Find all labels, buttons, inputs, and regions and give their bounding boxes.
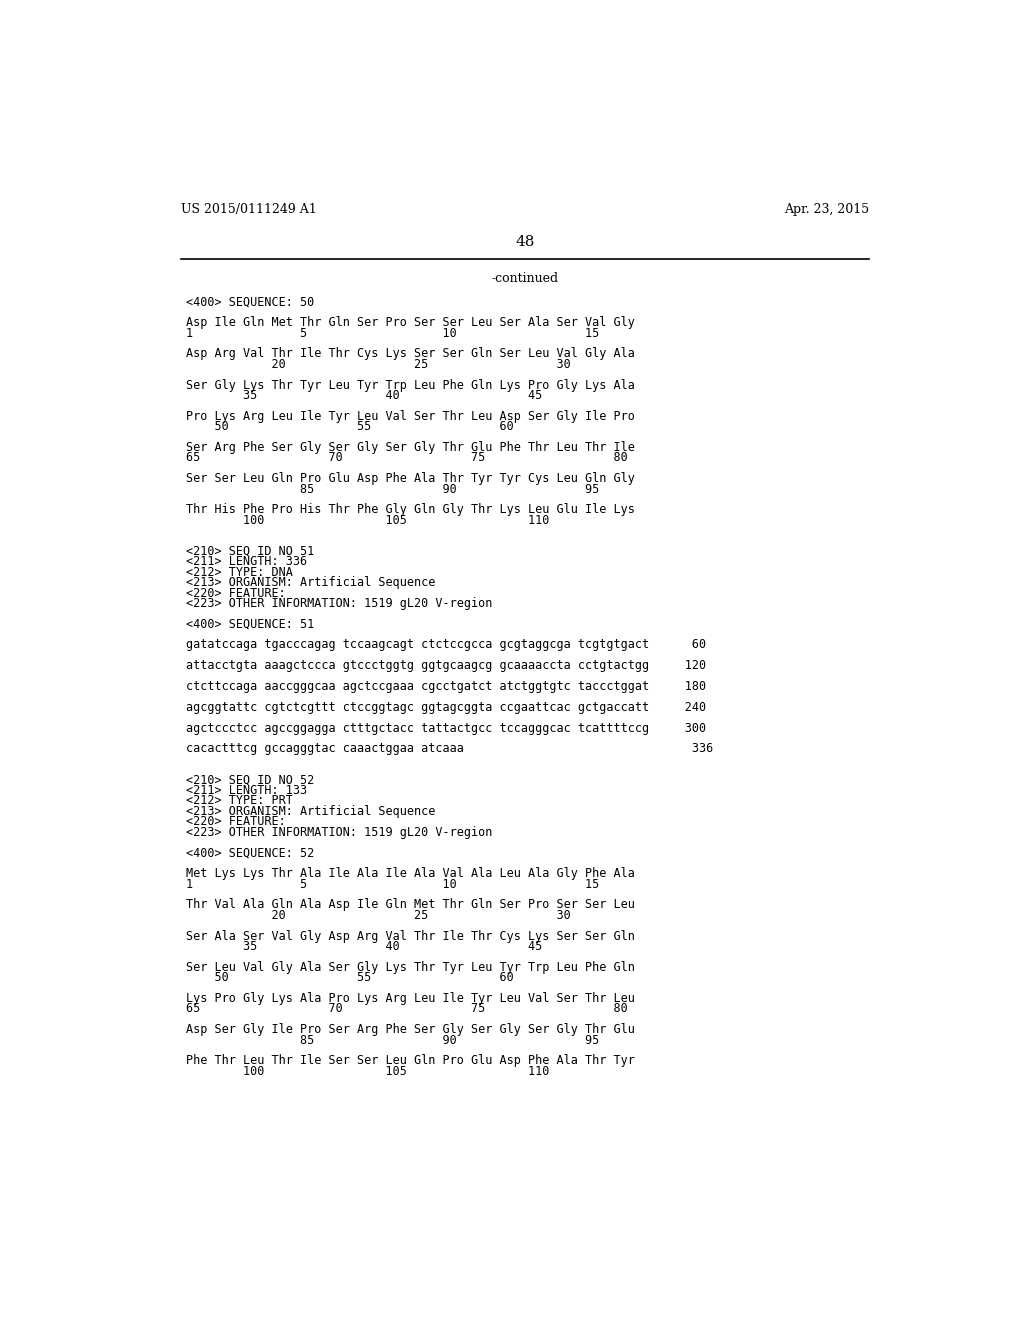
Text: <400> SEQUENCE: 50: <400> SEQUENCE: 50 <box>186 296 314 309</box>
Text: <220> FEATURE:: <220> FEATURE: <box>186 816 286 828</box>
Text: <212> TYPE: PRT: <212> TYPE: PRT <box>186 795 293 808</box>
Text: <223> OTHER INFORMATION: 1519 gL20 V-region: <223> OTHER INFORMATION: 1519 gL20 V-reg… <box>186 597 493 610</box>
Text: 50                  55                  60: 50 55 60 <box>186 972 514 985</box>
Text: Ser Leu Val Gly Ala Ser Gly Lys Thr Tyr Leu Tyr Trp Leu Phe Gln: Ser Leu Val Gly Ala Ser Gly Lys Thr Tyr … <box>186 961 635 974</box>
Text: <212> TYPE: DNA: <212> TYPE: DNA <box>186 566 293 578</box>
Text: Met Lys Lys Thr Ala Ile Ala Ile Ala Val Ala Leu Ala Gly Phe Ala: Met Lys Lys Thr Ala Ile Ala Ile Ala Val … <box>186 867 635 880</box>
Text: <211> LENGTH: 133: <211> LENGTH: 133 <box>186 784 307 797</box>
Text: Lys Pro Gly Lys Ala Pro Lys Arg Leu Ile Tyr Leu Val Ser Thr Leu: Lys Pro Gly Lys Ala Pro Lys Arg Leu Ile … <box>186 991 635 1005</box>
Text: Ser Arg Phe Ser Gly Ser Gly Ser Gly Thr Glu Phe Thr Leu Thr Ile: Ser Arg Phe Ser Gly Ser Gly Ser Gly Thr … <box>186 441 635 454</box>
Text: Ser Ala Ser Val Gly Asp Arg Val Thr Ile Thr Cys Lys Ser Ser Gln: Ser Ala Ser Val Gly Asp Arg Val Thr Ile … <box>186 929 635 942</box>
Text: Pro Lys Arg Leu Ile Tyr Leu Val Ser Thr Leu Asp Ser Gly Ile Pro: Pro Lys Arg Leu Ile Tyr Leu Val Ser Thr … <box>186 409 635 422</box>
Text: 1               5                   10                  15: 1 5 10 15 <box>186 326 599 339</box>
Text: Asp Ile Gln Met Thr Gln Ser Pro Ser Ser Leu Ser Ala Ser Val Gly: Asp Ile Gln Met Thr Gln Ser Pro Ser Ser … <box>186 317 635 329</box>
Text: 35                  40                  45: 35 40 45 <box>186 940 543 953</box>
Text: 48: 48 <box>515 235 535 249</box>
Text: cacactttcg gccagggtac caaactggaa atcaaa                                336: cacactttcg gccagggtac caaactggaa atcaaa … <box>186 742 714 755</box>
Text: Asp Arg Val Thr Ile Thr Cys Lys Ser Ser Gln Ser Leu Val Gly Ala: Asp Arg Val Thr Ile Thr Cys Lys Ser Ser … <box>186 347 635 360</box>
Text: 65                  70                  75                  80: 65 70 75 80 <box>186 1002 628 1015</box>
Text: <210> SEQ ID NO 52: <210> SEQ ID NO 52 <box>186 774 314 787</box>
Text: 100                 105                 110: 100 105 110 <box>186 513 550 527</box>
Text: 100                 105                 110: 100 105 110 <box>186 1065 550 1077</box>
Text: <220> FEATURE:: <220> FEATURE: <box>186 586 286 599</box>
Text: 1               5                   10                  15: 1 5 10 15 <box>186 878 599 891</box>
Text: 85                  90                  95: 85 90 95 <box>186 483 599 495</box>
Text: ctcttccaga aaccgggcaa agctccgaaa cgcctgatct atctggtgtc taccctggat     180: ctcttccaga aaccgggcaa agctccgaaa cgcctga… <box>186 680 707 693</box>
Text: 50                  55                  60: 50 55 60 <box>186 420 514 433</box>
Text: Apr. 23, 2015: Apr. 23, 2015 <box>783 203 869 216</box>
Text: Phe Thr Leu Thr Ile Ser Ser Leu Gln Pro Glu Asp Phe Ala Thr Tyr: Phe Thr Leu Thr Ile Ser Ser Leu Gln Pro … <box>186 1055 635 1068</box>
Text: Ser Ser Leu Gln Pro Glu Asp Phe Ala Thr Tyr Tyr Cys Leu Gln Gly: Ser Ser Leu Gln Pro Glu Asp Phe Ala Thr … <box>186 473 635 486</box>
Text: agcggtattc cgtctcgttt ctccggtagc ggtagcggta ccgaattcac gctgaccatt     240: agcggtattc cgtctcgttt ctccggtagc ggtagcg… <box>186 701 707 714</box>
Text: <211> LENGTH: 336: <211> LENGTH: 336 <box>186 556 307 569</box>
Text: -continued: -continued <box>492 272 558 285</box>
Text: agctccctcc agccggagga ctttgctacc tattactgcc tccagggcac tcattttccg     300: agctccctcc agccggagga ctttgctacc tattact… <box>186 722 707 735</box>
Text: attacctgta aaagctccca gtccctggtg ggtgcaagcg gcaaaaccta cctgtactgg     120: attacctgta aaagctccca gtccctggtg ggtgcaa… <box>186 659 707 672</box>
Text: 20                  25                  30: 20 25 30 <box>186 908 570 921</box>
Text: <400> SEQUENCE: 51: <400> SEQUENCE: 51 <box>186 618 314 631</box>
Text: 20                  25                  30: 20 25 30 <box>186 358 570 371</box>
Text: <223> OTHER INFORMATION: 1519 gL20 V-region: <223> OTHER INFORMATION: 1519 gL20 V-reg… <box>186 825 493 838</box>
Text: 85                  90                  95: 85 90 95 <box>186 1034 599 1047</box>
Text: Thr Val Ala Gln Ala Asp Ile Gln Met Thr Gln Ser Pro Ser Ser Leu: Thr Val Ala Gln Ala Asp Ile Gln Met Thr … <box>186 899 635 911</box>
Text: Asp Ser Gly Ile Pro Ser Arg Phe Ser Gly Ser Gly Ser Gly Thr Glu: Asp Ser Gly Ile Pro Ser Arg Phe Ser Gly … <box>186 1023 635 1036</box>
Text: US 2015/0111249 A1: US 2015/0111249 A1 <box>180 203 316 216</box>
Text: 65                  70                  75                  80: 65 70 75 80 <box>186 451 628 465</box>
Text: 35                  40                  45: 35 40 45 <box>186 389 543 403</box>
Text: <400> SEQUENCE: 52: <400> SEQUENCE: 52 <box>186 846 314 859</box>
Text: Ser Gly Lys Thr Tyr Leu Tyr Trp Leu Phe Gln Lys Pro Gly Lys Ala: Ser Gly Lys Thr Tyr Leu Tyr Trp Leu Phe … <box>186 379 635 392</box>
Text: gatatccaga tgacccagag tccaagcagt ctctccgcca gcgtaggcga tcgtgtgact      60: gatatccaga tgacccagag tccaagcagt ctctccg… <box>186 639 707 652</box>
Text: Thr His Phe Pro His Thr Phe Gly Gln Gly Thr Lys Leu Glu Ile Lys: Thr His Phe Pro His Thr Phe Gly Gln Gly … <box>186 503 635 516</box>
Text: <213> ORGANISM: Artificial Sequence: <213> ORGANISM: Artificial Sequence <box>186 805 435 818</box>
Text: <213> ORGANISM: Artificial Sequence: <213> ORGANISM: Artificial Sequence <box>186 576 435 589</box>
Text: <210> SEQ ID NO 51: <210> SEQ ID NO 51 <box>186 545 314 558</box>
